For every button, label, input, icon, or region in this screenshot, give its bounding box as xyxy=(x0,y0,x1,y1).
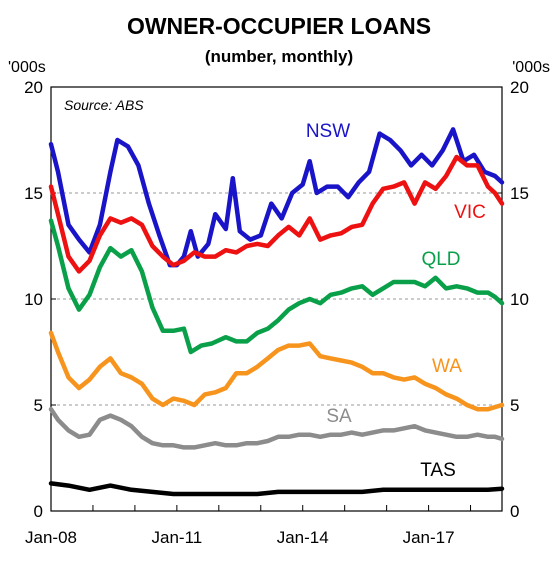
y-tick-label-left: 10 xyxy=(24,290,43,309)
series-label-tas: TAS xyxy=(420,460,456,481)
series-line-wa xyxy=(48,330,505,412)
y-tick-label-right: 0 xyxy=(510,502,519,521)
x-axis: Jan-08 Jan-11 Jan-14 Jan-17 xyxy=(25,505,472,547)
y-axis-right: 0 5 10 15 20 xyxy=(497,78,529,521)
series-lines xyxy=(48,127,505,497)
series-labels: NSW VIC QLD WA SA TAS xyxy=(306,121,486,481)
series-line-sa xyxy=(48,406,505,450)
y-tick-label-left: 20 xyxy=(24,78,43,97)
series-label-qld: QLD xyxy=(421,249,460,270)
y-axis-left: 0 5 10 15 20 xyxy=(24,78,56,521)
series-label-wa: WA xyxy=(432,356,462,377)
left-unit-label: '000s xyxy=(8,59,46,76)
series-label-nsw: NSW xyxy=(306,121,350,142)
chart-subtitle: (number, monthly) xyxy=(205,47,353,66)
series-line-qld xyxy=(48,218,505,355)
right-unit-label: '000s xyxy=(512,59,550,76)
series-line-nsw xyxy=(48,127,505,268)
y-tick-label-right: 10 xyxy=(510,290,529,309)
series-label-vic: VIC xyxy=(454,202,486,223)
chart-title: OWNER-OCCUPIER LOANS xyxy=(127,13,431,39)
series-line-tas xyxy=(48,481,505,497)
source-annotation: Source: ABS xyxy=(64,97,144,113)
x-tick-label: Jan-11 xyxy=(152,528,203,547)
y-tick-label-left: 15 xyxy=(24,184,43,203)
x-tick-label: Jan-14 xyxy=(277,528,329,547)
y-tick-label-left: 5 xyxy=(34,396,43,415)
y-tick-label-left: 0 xyxy=(34,502,43,521)
series-line-vic xyxy=(48,154,505,274)
y-tick-label-right: 15 xyxy=(510,184,529,203)
series-label-sa: SA xyxy=(326,406,352,427)
y-tick-label-right: 20 xyxy=(510,78,529,97)
x-tick-label: Jan-17 xyxy=(403,528,455,547)
x-tick-label: Jan-08 xyxy=(25,528,77,547)
y-tick-label-right: 5 xyxy=(510,396,519,415)
